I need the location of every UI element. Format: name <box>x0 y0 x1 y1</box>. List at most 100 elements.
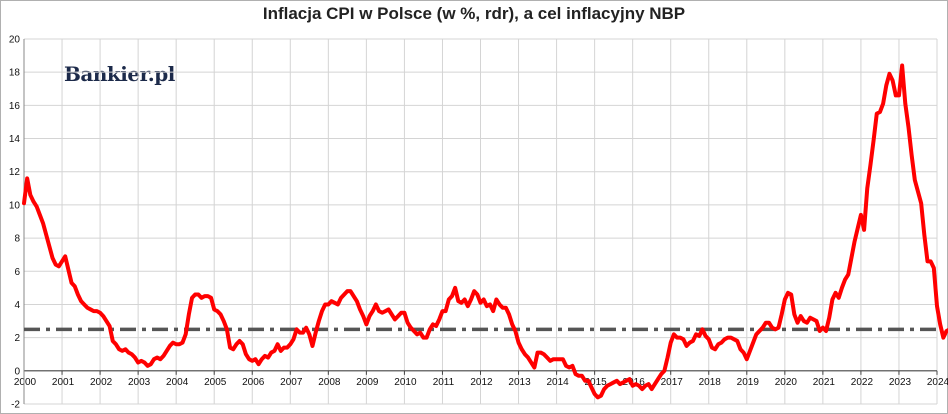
y-tick-label: 0 <box>14 366 20 377</box>
cpi-data-point <box>280 350 282 352</box>
cpi-data-point <box>673 333 675 335</box>
cpi-data-point <box>457 300 459 302</box>
cpi-data-point <box>530 361 532 364</box>
cpi-data-point <box>137 361 139 364</box>
cpi-data-point <box>568 366 570 369</box>
cpi-data-point <box>438 318 440 320</box>
cpi-data-point <box>32 200 35 203</box>
cpi-data-point <box>77 293 79 296</box>
cpi-data-point <box>879 111 881 113</box>
cpi-data-point <box>429 328 431 330</box>
cpi-data-point <box>565 365 567 367</box>
cpi-data-point <box>505 307 507 309</box>
cpi-data-point <box>609 383 612 385</box>
cpi-data-point <box>251 360 253 362</box>
cpi-data-point <box>619 383 621 385</box>
cpi-data-point <box>613 381 615 384</box>
cpi-data-point <box>695 333 697 335</box>
cpi-data-point <box>311 345 314 347</box>
cpi-data-point <box>121 350 123 352</box>
cpi-data-point <box>356 300 358 302</box>
cpi-data-point <box>261 358 263 360</box>
y-tick-label: 16 <box>9 101 21 112</box>
cpi-data-point <box>511 323 513 325</box>
cpi-data-point <box>200 297 203 299</box>
cpi-data-point <box>907 126 910 128</box>
y-tick-label: 12 <box>9 167 21 178</box>
cpi-data-point <box>492 310 494 312</box>
x-tick-label: 2016 <box>623 377 646 388</box>
cpi-data-point <box>638 385 640 387</box>
cpi-data-point <box>36 205 38 208</box>
x-tick-label: 2022 <box>851 377 874 388</box>
cpi-data-point <box>353 295 355 297</box>
cpi-data-point <box>362 315 364 317</box>
cpi-data-point <box>451 295 453 297</box>
cpi-data-point <box>375 303 377 306</box>
cpi-data-point <box>616 380 618 382</box>
x-tick-label: 2014 <box>546 377 569 388</box>
cpi-data-point <box>172 342 174 344</box>
cpi-data-point <box>622 381 624 384</box>
cpi-data-point <box>470 298 472 301</box>
cpi-data-point <box>460 302 463 304</box>
x-tick-label: 2023 <box>889 377 912 388</box>
cpi-data-point <box>273 350 276 352</box>
x-tick-label: 2000 <box>14 377 37 388</box>
cpi-data-point <box>29 194 31 196</box>
cpi-data-point <box>657 378 659 380</box>
cpi-data-point <box>923 234 925 236</box>
cpi-data-point <box>42 222 44 224</box>
cpi-data-point <box>213 308 215 311</box>
cpi-data-point <box>698 335 700 337</box>
cpi-data-point <box>942 337 944 339</box>
cpi-data-point <box>651 388 653 390</box>
cpi-data-point <box>403 312 406 314</box>
cpi-data-point <box>701 328 704 330</box>
cpi-data-point <box>720 342 723 344</box>
x-tick-label: 2002 <box>90 377 113 388</box>
cpi-data-point <box>841 287 843 289</box>
cpi-data-point <box>23 202 25 204</box>
cpi-data-point <box>749 350 751 352</box>
cpi-data-point <box>559 358 561 360</box>
cpi-data-point <box>48 245 50 247</box>
cpi-data-point <box>724 338 726 340</box>
cpi-data-point <box>844 278 846 281</box>
cpi-data-point <box>562 358 564 360</box>
cpi-data-point <box>410 327 412 329</box>
cpi-data-point <box>372 310 374 312</box>
cpi-data-point <box>594 393 596 395</box>
cpi-data-point <box>822 327 824 329</box>
cpi-data-point <box>603 388 605 390</box>
cpi-data-point <box>857 227 859 229</box>
cpi-data-point <box>89 308 92 311</box>
y-tick-label: 4 <box>14 300 20 311</box>
cpi-data-point <box>860 214 862 216</box>
cpi-data-point <box>739 348 742 350</box>
cpi-data-point <box>930 260 932 262</box>
cpi-data-point <box>819 330 821 332</box>
cpi-data-point <box>108 325 111 327</box>
cpi-data-point <box>391 313 393 316</box>
cpi-series-line <box>22 63 948 400</box>
cpi-data-point <box>264 355 266 357</box>
cpi-data-point <box>80 300 82 302</box>
cpi-data-point <box>210 297 212 299</box>
cpi-data-point <box>625 380 627 382</box>
cpi-data-point <box>435 325 437 327</box>
x-tick-label: 2012 <box>470 377 493 388</box>
cpi-data-point <box>708 338 710 340</box>
cpi-data-point <box>733 338 735 340</box>
cpi-data-point <box>578 375 580 377</box>
cpi-data-point <box>134 356 136 359</box>
cpi-data-point <box>584 380 586 382</box>
cpi-data-point <box>257 363 260 365</box>
cpi-data-point <box>207 295 209 297</box>
cpi-data-point <box>296 328 298 330</box>
cpi-data-point <box>346 290 348 292</box>
cpi-data-point <box>381 312 383 314</box>
x-tick-label: 2018 <box>699 377 722 388</box>
cpi-data-point <box>99 312 101 314</box>
